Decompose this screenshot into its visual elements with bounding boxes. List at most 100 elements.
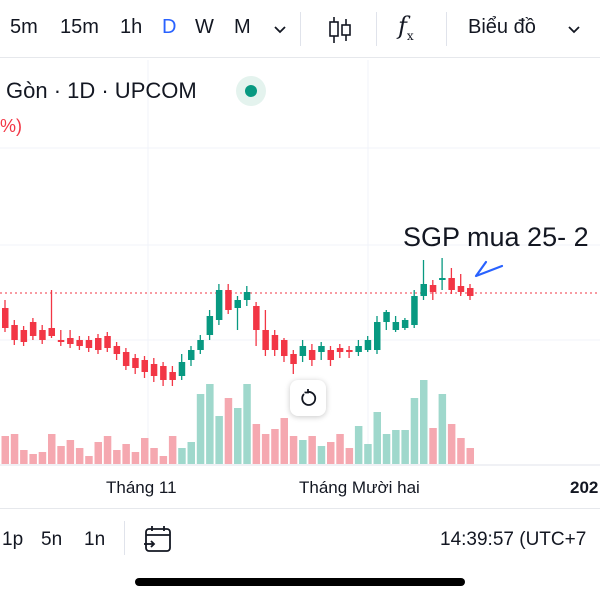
volume-bar — [252, 424, 261, 464]
volume-bar — [94, 442, 102, 464]
candle-body — [281, 340, 288, 356]
volume-bar — [345, 448, 354, 464]
timeframe-w[interactable]: W — [195, 16, 214, 38]
volume-bars — [1, 380, 474, 464]
volume-bar — [457, 438, 465, 464]
candle-body — [85, 340, 93, 348]
candle-body — [39, 330, 46, 340]
annotation-arrow-icon — [474, 260, 504, 278]
candle-body — [420, 284, 427, 296]
timeframe-d[interactable]: D — [162, 16, 177, 38]
volume-bar — [168, 436, 177, 464]
volume-bar — [75, 448, 84, 464]
candle-body — [48, 328, 55, 336]
calendar-goto-icon[interactable] — [142, 523, 174, 555]
candle-body — [234, 300, 241, 308]
live-dot-core — [245, 85, 257, 97]
volume-bar — [85, 456, 93, 464]
candle-body — [327, 350, 334, 360]
volume-bar — [159, 456, 168, 464]
symbol-title[interactable]: Gòn · 1D · UPCOM — [6, 78, 197, 103]
chevron-down-icon[interactable] — [564, 20, 584, 40]
reset-icon — [301, 389, 317, 406]
candle-body — [308, 350, 316, 360]
volume-bar — [243, 384, 251, 464]
candle-body — [2, 308, 9, 328]
volume-bar — [271, 429, 279, 464]
candle-body — [67, 338, 74, 344]
candle-body — [243, 292, 251, 300]
candle-body — [336, 348, 344, 352]
volume-bar — [20, 450, 28, 464]
volume-bar — [224, 398, 233, 464]
candle-body — [160, 366, 167, 380]
volume-bar — [373, 412, 381, 464]
toolbar-divider — [446, 12, 447, 46]
volume-bar — [327, 442, 335, 464]
volume-bar — [131, 452, 140, 464]
volume-bar — [206, 384, 214, 464]
chevron-down-icon[interactable] — [270, 20, 290, 40]
candle-body — [169, 372, 176, 380]
volume-bar — [354, 426, 363, 464]
candle-body — [11, 325, 18, 340]
volume-bar — [1, 436, 9, 464]
volume-bar — [438, 394, 447, 464]
candle-body — [132, 358, 139, 368]
candle-body — [271, 335, 279, 350]
bottom-divider — [124, 521, 125, 555]
reset-chart-button[interactable] — [290, 380, 326, 416]
volume-bar — [113, 450, 121, 464]
fx-icon[interactable]: fx — [398, 12, 414, 43]
time-axis-label: 202 — [570, 478, 599, 497]
candles — [2, 258, 474, 386]
candle-body — [29, 322, 37, 336]
candle-body — [178, 362, 186, 376]
volume-bar — [299, 440, 307, 464]
range-5n[interactable]: 5n — [41, 529, 63, 550]
volume-bar — [336, 434, 344, 464]
candle-body — [104, 336, 111, 348]
toolbar-divider — [376, 12, 377, 46]
volume-bar — [261, 434, 270, 464]
volume-bar — [420, 380, 428, 464]
time-axis-label: Tháng 11 — [106, 478, 177, 497]
volume-bar — [29, 454, 37, 464]
volume-bar — [103, 436, 112, 464]
range-1p[interactable]: 1p — [2, 529, 24, 550]
toolbar-divider — [300, 12, 301, 46]
fx-sub: x — [406, 28, 414, 43]
candle-body — [429, 285, 437, 292]
candle-body — [262, 330, 269, 350]
chart-type-button[interactable]: Biểu đồ — [468, 16, 536, 38]
volume-bar — [187, 442, 195, 464]
candle-body — [290, 354, 297, 364]
volume-bar — [141, 438, 149, 464]
range-1n[interactable]: 1n — [84, 529, 106, 550]
candle-body — [215, 290, 223, 320]
timeframe-15m[interactable]: 15m — [60, 16, 99, 38]
volume-bar — [196, 394, 205, 464]
candlestick-icon[interactable] — [326, 14, 354, 46]
volume-bar — [280, 418, 288, 464]
timeframe-1h[interactable]: 1h — [120, 16, 143, 38]
candle-body — [141, 360, 148, 372]
timeframe-m[interactable]: M — [234, 16, 251, 38]
volume-bar — [364, 444, 372, 464]
volume-bar — [234, 408, 242, 464]
volume-bar — [122, 444, 130, 464]
volume-bar — [10, 434, 19, 464]
timeframe-5m[interactable]: 5m — [10, 16, 38, 38]
price-chart[interactable] — [0, 60, 600, 500]
candle-body — [122, 352, 130, 366]
candle-body — [20, 330, 28, 342]
candle-body — [355, 346, 362, 352]
clock-timezone[interactable]: 14:39:57 (UTC+7 — [440, 529, 587, 550]
chart-annotation[interactable]: SGP mua 25- 2 — [403, 222, 589, 252]
candle-body — [401, 320, 409, 328]
candle-body — [439, 278, 446, 280]
volume-bar — [215, 416, 223, 464]
candle-body — [346, 350, 353, 352]
volume-bar — [48, 434, 56, 464]
